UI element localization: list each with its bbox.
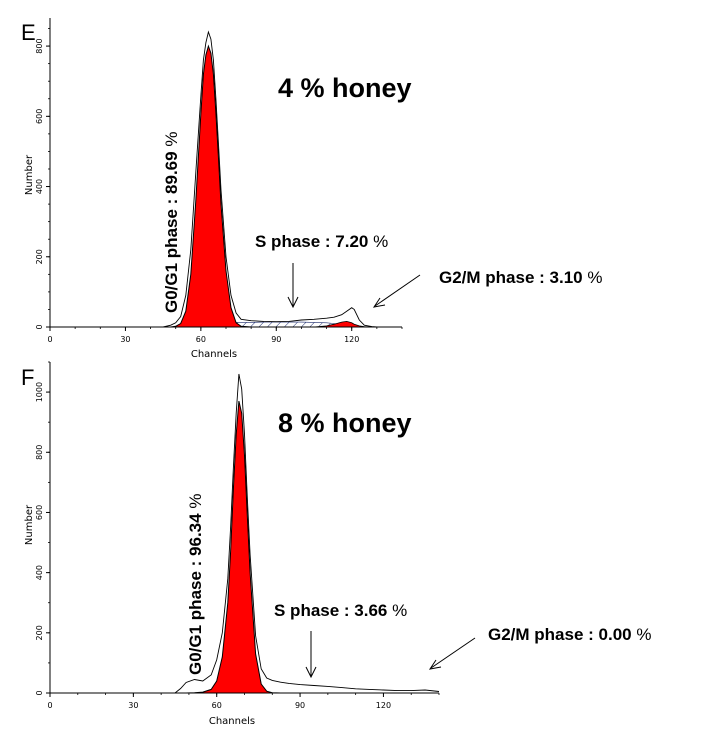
g2m-pct: % bbox=[587, 268, 602, 287]
x-tick-label: 120 bbox=[344, 335, 359, 344]
s-phase-annotation: S phase : 3.66 % bbox=[274, 601, 407, 620]
s-phase-annotation: S phase : 7.20 % bbox=[255, 232, 388, 251]
panel-letter: E bbox=[21, 20, 36, 45]
x-tick-label: 60 bbox=[196, 335, 206, 344]
dna-histogram-line bbox=[162, 30, 377, 328]
panel-letter: F bbox=[21, 365, 34, 390]
g2m-label: G2/M phase : 0.00 bbox=[488, 625, 632, 644]
x-tick-label: 30 bbox=[120, 335, 130, 344]
y-axis-title: Number bbox=[24, 154, 35, 195]
g0g1-fit-area bbox=[175, 400, 439, 694]
x-axis-title: Channels bbox=[191, 349, 237, 360]
s-phase-pct: % bbox=[373, 232, 388, 251]
s-phase-pct: % bbox=[392, 601, 407, 620]
x-tick-label: 0 bbox=[47, 335, 52, 344]
g2m-annotation: G2/M phase : 3.10 % bbox=[439, 268, 602, 287]
y-tick-label: 0 bbox=[35, 324, 44, 329]
x-tick-label: 90 bbox=[295, 701, 305, 710]
g0g1-label: G0/G1 phase : 89.69 bbox=[162, 151, 181, 313]
plot-area-e: 0 30 60 90 120 0 200 400 600 800 bbox=[35, 18, 403, 344]
g2m-pct: % bbox=[636, 625, 651, 644]
y-tick-label: 400 bbox=[35, 179, 44, 194]
panel-e: E 0 30 60 90 120 0 200 400 600 800 Channels Numb… bbox=[21, 18, 602, 360]
g0g1-pct: % bbox=[162, 132, 181, 147]
x-tick-label: 120 bbox=[376, 701, 391, 710]
y-tick-label: 200 bbox=[35, 249, 44, 264]
g2m-annotation: G2/M phase : 0.00 % bbox=[488, 625, 651, 644]
x-tick-label: 0 bbox=[47, 701, 52, 710]
g0g1-pct: % bbox=[186, 494, 205, 509]
x-tick-label: 60 bbox=[212, 701, 222, 710]
plot-area-f: 0 30 60 90 120 0 200 400 600 800 1000 bbox=[35, 361, 440, 710]
y-tick-label: 800 bbox=[35, 445, 44, 460]
g2m-arrow bbox=[428, 637, 476, 670]
x-tick-label: 90 bbox=[271, 335, 281, 344]
y-tick-label: 600 bbox=[35, 109, 44, 124]
s-phase-arrow bbox=[305, 631, 317, 679]
y-tick-label: 600 bbox=[35, 505, 44, 520]
y-tick-label: 0 bbox=[35, 690, 44, 695]
condition-title: 8 % honey bbox=[278, 408, 412, 438]
condition-title: 4 % honey bbox=[278, 73, 412, 103]
dna-histogram-line bbox=[174, 373, 440, 694]
s-phase-arrow bbox=[287, 263, 299, 309]
y-axis-title: Number bbox=[24, 504, 35, 545]
x-axis-title: Channels bbox=[209, 716, 255, 727]
s-phase-label: S phase : 3.66 bbox=[274, 601, 387, 620]
g0g1-annotation: G0/G1 phase : 96.34 % bbox=[186, 494, 205, 675]
y-tick-label: 800 bbox=[35, 38, 44, 53]
x-tick-label: 30 bbox=[128, 701, 138, 710]
y-tick-label: 400 bbox=[35, 565, 44, 580]
g2m-arrow bbox=[372, 274, 421, 308]
g0g1-label: G0/G1 phase : 96.34 bbox=[186, 513, 205, 675]
g2m-label: G2/M phase : 3.10 bbox=[439, 268, 583, 287]
g0g1-annotation: G0/G1 phase : 89.69 % bbox=[162, 132, 181, 313]
s-phase-label: S phase : 7.20 bbox=[255, 232, 368, 251]
y-tick-label: 1000 bbox=[35, 382, 44, 402]
y-tick-label: 200 bbox=[35, 625, 44, 640]
